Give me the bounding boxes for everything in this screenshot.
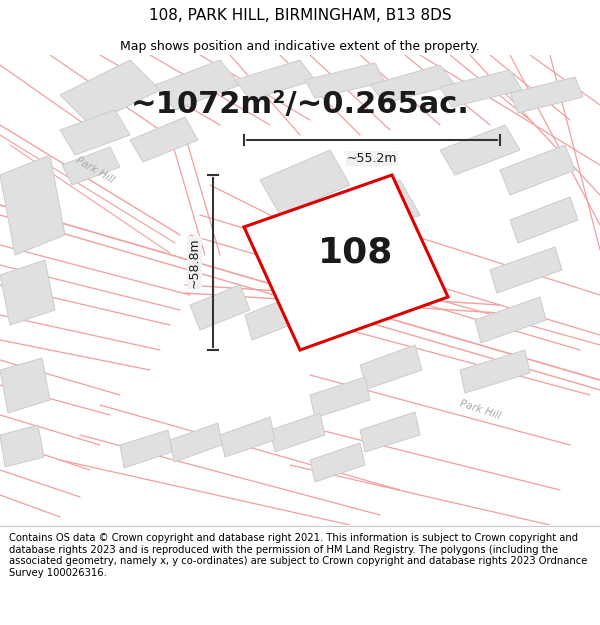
Text: Park Hill: Park Hill <box>458 399 502 421</box>
Polygon shape <box>360 412 420 452</box>
Polygon shape <box>490 247 562 293</box>
Text: Park Ln: Park Ln <box>320 268 359 282</box>
Polygon shape <box>510 77 583 113</box>
Text: 108: 108 <box>319 235 394 269</box>
Polygon shape <box>220 417 275 457</box>
Text: 108, PARK HILL, BIRMINGHAM, B13 8DS: 108, PARK HILL, BIRMINGHAM, B13 8DS <box>149 8 451 23</box>
Polygon shape <box>360 345 422 389</box>
Polygon shape <box>330 180 420 247</box>
Polygon shape <box>130 117 198 162</box>
Polygon shape <box>310 377 370 418</box>
Polygon shape <box>170 423 222 462</box>
Polygon shape <box>260 150 350 215</box>
Polygon shape <box>475 297 546 343</box>
Polygon shape <box>270 413 325 452</box>
Text: ~1072m²/~0.265ac.: ~1072m²/~0.265ac. <box>131 91 469 119</box>
Text: Park Hill: Park Hill <box>74 155 116 185</box>
Polygon shape <box>0 358 50 413</box>
Polygon shape <box>60 110 130 155</box>
Polygon shape <box>500 145 575 195</box>
Polygon shape <box>0 425 44 467</box>
Text: ~55.2m: ~55.2m <box>347 152 397 165</box>
Polygon shape <box>0 260 55 325</box>
Polygon shape <box>440 70 522 107</box>
Polygon shape <box>62 147 120 185</box>
Polygon shape <box>510 197 578 243</box>
Text: Contains OS data © Crown copyright and database right 2021. This information is : Contains OS data © Crown copyright and d… <box>9 533 587 578</box>
Polygon shape <box>244 175 448 350</box>
Polygon shape <box>235 60 315 100</box>
Polygon shape <box>245 295 303 340</box>
Polygon shape <box>460 350 530 393</box>
Text: Map shows position and indicative extent of the property.: Map shows position and indicative extent… <box>120 39 480 52</box>
Polygon shape <box>310 443 365 482</box>
Polygon shape <box>120 430 172 468</box>
Polygon shape <box>305 63 385 98</box>
Polygon shape <box>155 60 240 110</box>
Polygon shape <box>370 65 455 103</box>
Polygon shape <box>60 60 160 125</box>
Polygon shape <box>0 155 65 255</box>
Polygon shape <box>190 285 250 330</box>
Polygon shape <box>440 125 520 175</box>
Text: ~58.8m: ~58.8m <box>188 237 201 288</box>
